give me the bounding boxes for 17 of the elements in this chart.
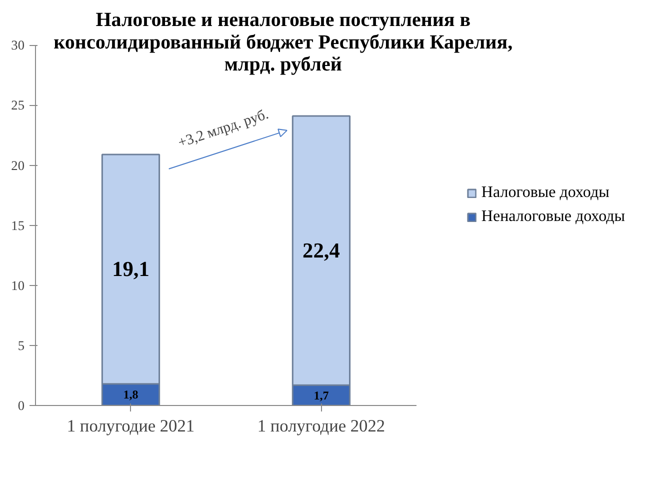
data-label: 1,7 — [314, 388, 329, 402]
legend-label: Неналоговые доходы — [481, 208, 625, 226]
y-tick-label: 20 — [11, 158, 25, 173]
chart-title: Налоговые и неналоговые поступления в консолидированный бюджет Республики Карелия, млрд. рублей — [54, 8, 513, 76]
annotation: +3,2 млрд. руб. — [176, 106, 271, 152]
x-tick-label: 1 полугодие 2022 — [257, 416, 386, 436]
data-label: 1,8 — [123, 388, 138, 402]
y-tick-label: 30 — [11, 38, 25, 53]
y-tick-label: 5 — [18, 338, 25, 353]
y-tick-label: 15 — [11, 218, 25, 233]
data-label: 22,4 — [302, 238, 340, 263]
legend-label: Налоговые доходы — [481, 184, 610, 202]
y-tick-label: 0 — [18, 398, 25, 413]
data-label: 19,1 — [112, 257, 150, 282]
x-tick-label: 1 полугодие 2021 — [66, 416, 195, 436]
y-tick-label: 10 — [11, 278, 25, 293]
y-tick-label: 25 — [11, 98, 25, 113]
